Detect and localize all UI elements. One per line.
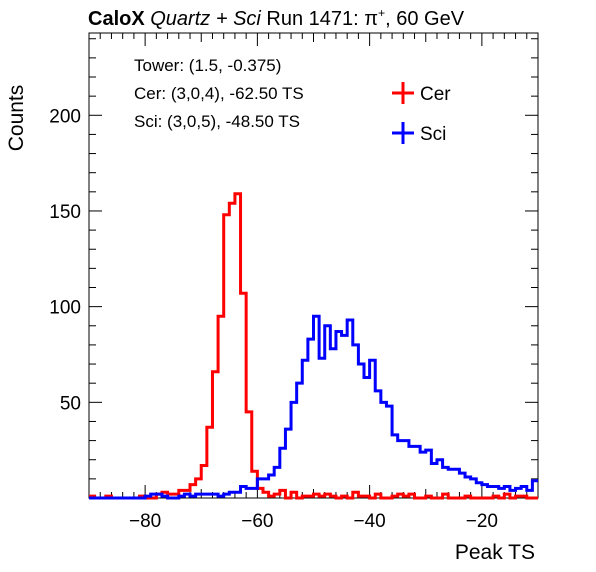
info-box: Tower: (1.5, -0.375) Cer: (3,0,4), -62.5… [134,56,304,131]
x-tick-label: −40 [354,511,386,532]
title-run: Run 1471: [266,8,358,30]
title-detectors: Quartz + Sci [150,8,261,30]
title-brand: CaloX [88,8,145,30]
legend: Cer Sci [392,82,451,145]
y-tick-label: 150 [49,202,81,223]
chart-title: CaloX Quartz + Sci Run 1471: π+, 60 GeV [88,6,465,30]
y-tick-label: 50 [60,393,81,414]
x-tick-label: −80 [129,511,161,532]
title-energy: , 60 GeV [385,8,465,30]
x-tick-label: −20 [466,511,498,532]
y-tick-label: 100 [49,298,81,319]
y-axis-label: Counts [5,85,28,152]
legend-label-sci: Sci [420,124,446,145]
legend-label-cer: Cer [420,84,451,105]
x-tick-label: −60 [241,511,273,532]
axis-ticks: −80 −60 −40 −20 50 100 150 200 [49,33,539,532]
title-charge: + [378,6,385,20]
info-sci: Sci: (3,0,5), -48.50 TS [134,112,300,131]
title-particle: π [364,8,378,30]
x-axis-label: Peak TS [455,541,535,564]
series-layer [89,192,538,500]
series-cer-histogram [89,192,538,500]
y-tick-label: 200 [49,106,81,127]
info-tower: Tower: (1.5, -0.375) [134,56,281,75]
series-sci-histogram [89,314,538,500]
info-cer: Cer: (3,0,4), -62.50 TS [134,84,304,103]
